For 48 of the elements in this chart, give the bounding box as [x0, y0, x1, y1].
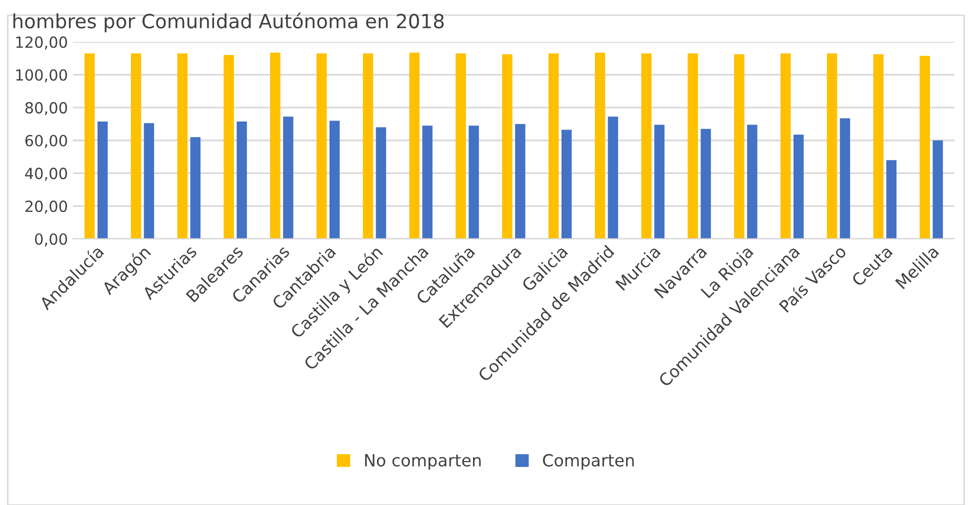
y-tick-label: 60,00: [25, 134, 68, 148]
legend-label: No comparten: [365, 454, 481, 470]
bar: [362, 53, 374, 239]
bar: [422, 126, 432, 239]
bar: [456, 53, 466, 239]
bar: [376, 127, 386, 239]
bar: [236, 122, 247, 239]
bar: [826, 53, 838, 239]
bar: [920, 56, 930, 239]
y-tick-label: 120,00: [16, 36, 68, 50]
bar: [283, 116, 294, 239]
bar: [780, 53, 791, 239]
bar: [654, 124, 665, 239]
bar: [548, 53, 559, 239]
bar: [130, 53, 142, 239]
bar: [747, 124, 758, 239]
bar: [270, 52, 280, 239]
bar: [515, 124, 526, 239]
bar: [468, 126, 479, 239]
bar: [144, 123, 154, 239]
bar: [190, 137, 200, 239]
bar: [793, 134, 804, 239]
bar: [932, 140, 943, 239]
bar: [84, 53, 95, 239]
y-tick-label: 40,00: [25, 168, 68, 181]
bar: [840, 118, 850, 239]
y-tick-label: 100,00: [16, 69, 68, 82]
legend-label: Comparten: [543, 454, 634, 470]
bar: [886, 160, 897, 239]
bar: [608, 116, 618, 239]
y-tick-label: 80,00: [25, 102, 68, 116]
bar: [316, 53, 327, 239]
bar: [409, 52, 420, 239]
bar: [502, 54, 512, 239]
bar: [641, 53, 652, 239]
bar: [734, 54, 744, 239]
bar: [561, 130, 572, 239]
bar: [873, 54, 884, 239]
bar: [688, 53, 698, 239]
bar: [700, 128, 711, 239]
chart-title: hombres por Comunidad Autónoma en 2018: [13, 12, 444, 32]
bar: [177, 53, 188, 239]
bar: [97, 122, 108, 239]
y-tick-label: 0,00: [35, 233, 68, 246]
bar: [594, 52, 606, 239]
bar: [329, 120, 340, 239]
y-tick-label: 20,00: [25, 200, 68, 214]
bar: [224, 55, 234, 239]
